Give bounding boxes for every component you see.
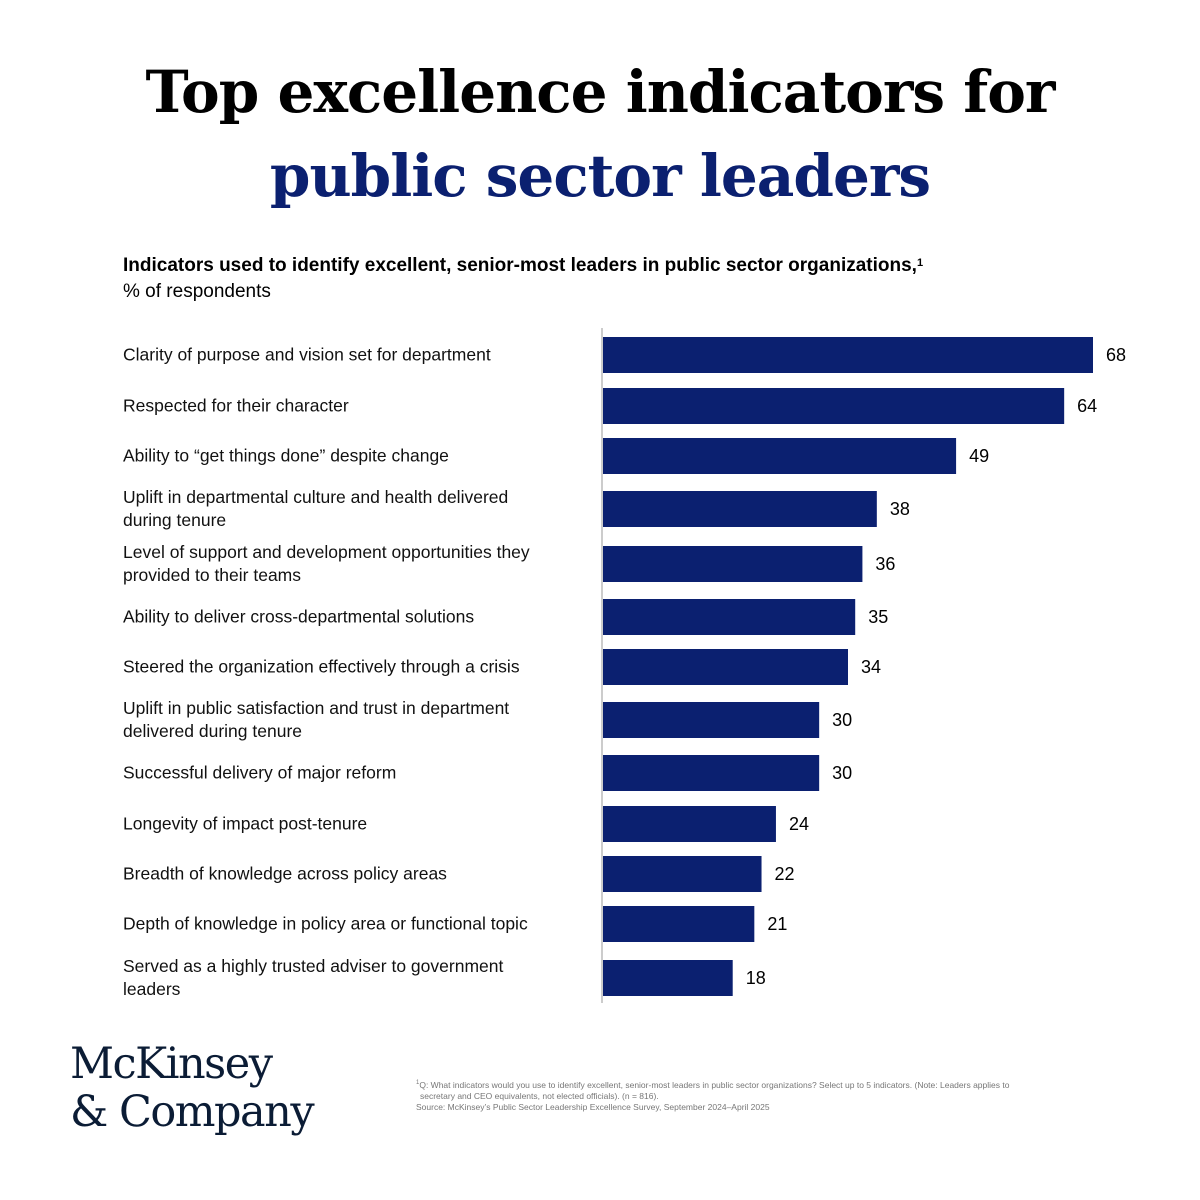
category-label-line: Uplift in departmental culture and healt…	[123, 487, 509, 507]
bar	[603, 337, 1093, 373]
footnote-question: 1Q: What indicators would you use to ide…	[416, 1078, 1136, 1091]
data-label: 34	[861, 657, 881, 677]
data-label: 24	[789, 814, 809, 834]
category-label: Clarity of purpose and vision set for de…	[123, 344, 593, 367]
footnote-line-2: secretary and CEO equivalents, not elect…	[420, 1090, 659, 1101]
category-label: Ability to deliver cross-departmental so…	[123, 606, 593, 629]
chart-title: Indicators used to identify excellent, s…	[123, 254, 1123, 278]
category-label: Uplift in public satisfaction and trust …	[123, 697, 593, 743]
category-label: Served as a highly trusted adviser to go…	[123, 955, 593, 1001]
category-label-line: during tenure	[123, 510, 227, 530]
category-label-line: Level of support and development opportu…	[123, 542, 530, 562]
chart-title-text: Indicators used to identify excellent, s…	[123, 255, 917, 276]
data-label: 30	[832, 710, 852, 730]
chart-unit: % of respondents	[123, 281, 271, 302]
chart-title-footnote-marker: 1	[916, 257, 924, 269]
data-label: 68	[1106, 345, 1126, 365]
category-label-line: Depth of knowledge in policy area or fun…	[123, 913, 528, 934]
footnote-line-1: Q: What indicators would you use to iden…	[419, 1079, 1010, 1090]
category-label: Longevity of impact post-tenure	[123, 813, 593, 836]
category-label-line: delivered during tenure	[123, 721, 303, 741]
data-label: 18	[746, 968, 766, 988]
category-label-line: Uplift in public satisfaction and trust …	[123, 698, 510, 718]
bar	[603, 649, 848, 685]
category-label-line: provided to their teams	[123, 565, 302, 585]
data-label: 21	[767, 914, 787, 934]
bar	[603, 906, 755, 942]
category-label-line: Successful delivery of major reform	[123, 762, 397, 783]
bar	[603, 491, 877, 527]
category-label-line: Ability to deliver cross-departmental so…	[123, 606, 475, 627]
bar	[603, 388, 1065, 424]
category-label: Successful delivery of major reform	[123, 762, 593, 785]
category-label-line: Clarity of purpose and vision set for de…	[123, 344, 491, 365]
logo-line-1: McKinsey	[70, 1039, 273, 1089]
category-label: Uplift in departmental culture and healt…	[123, 486, 593, 532]
category-label-line: Breadth of knowledge across policy areas	[123, 863, 447, 884]
bar	[603, 546, 863, 582]
bar	[603, 806, 776, 842]
category-label: Level of support and development opportu…	[123, 541, 593, 587]
category-label-line: Respected for their character	[123, 395, 349, 416]
category-label: Depth of knowledge in policy area or fun…	[123, 913, 593, 936]
bar	[603, 960, 733, 996]
logo-line-2: & Company	[70, 1087, 315, 1137]
headline-line-2: public sector leaders	[269, 142, 931, 210]
data-label: 49	[969, 446, 989, 466]
data-label: 30	[832, 763, 852, 783]
category-label-line: Served as a highly trusted adviser to go…	[123, 956, 504, 976]
bar	[603, 599, 856, 635]
mckinsey-logo: McKinsey & Company	[70, 1039, 315, 1137]
category-label: Ability to “get things done” despite cha…	[123, 445, 593, 468]
headline-line-1: Top excellence indicators for	[145, 58, 1056, 126]
category-label-line: Ability to “get things done” despite cha…	[123, 445, 449, 466]
data-label: 22	[775, 864, 795, 884]
category-label-line: Steered the organization effectively thr…	[123, 656, 520, 677]
category-label: Steered the organization effectively thr…	[123, 656, 593, 679]
bar	[603, 856, 762, 892]
footnote-marker: 1	[416, 1080, 420, 1086]
data-label: 38	[890, 499, 910, 519]
category-label-line: Longevity of impact post-tenure	[123, 813, 368, 834]
category-label-line: leaders	[123, 979, 181, 999]
headline: Top excellence indicators for public sec…	[0, 50, 1200, 218]
footnote: 1Q: What indicators would you use to ide…	[416, 1078, 1136, 1113]
bar	[603, 755, 820, 791]
data-label: 35	[868, 607, 888, 627]
category-label: Breadth of knowledge across policy areas	[123, 863, 593, 886]
bar	[603, 702, 820, 738]
data-label: 36	[875, 554, 895, 574]
data-label: 64	[1077, 396, 1097, 416]
footnote-source: Source: McKinsey’s Public Sector Leaders…	[416, 1101, 770, 1112]
category-label: Respected for their character	[123, 395, 593, 418]
bar	[603, 438, 957, 474]
